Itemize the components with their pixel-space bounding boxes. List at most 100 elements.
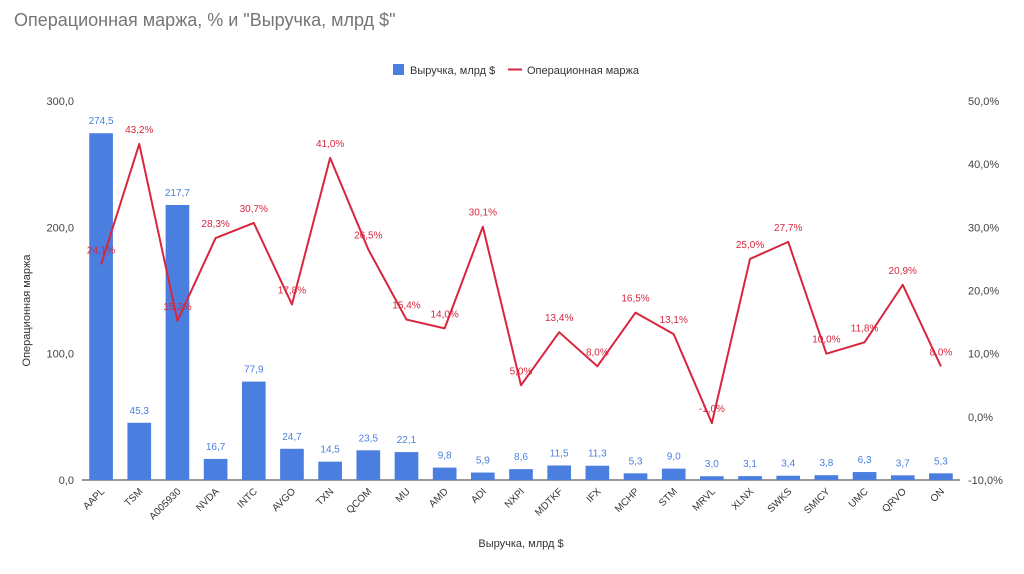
bar-value-label: 3,8	[819, 458, 833, 469]
y-left-tick-label: 300,0	[46, 96, 74, 108]
bar-adi	[470, 472, 495, 480]
y-right-tick-label: 0,0%	[968, 412, 993, 424]
y-axis-title: Операционная маржа	[21, 254, 33, 367]
line-value-label: 15,4%	[392, 301, 420, 312]
line-value-label: -1,0%	[699, 404, 725, 415]
y-right-tick-label: -10,0%	[968, 475, 1003, 487]
line-value-label: 30,1%	[469, 208, 497, 219]
line-value-label: 25,0%	[736, 240, 764, 251]
x-tick-label: MU	[394, 486, 413, 505]
bar-tsm	[127, 422, 152, 480]
line-value-label: 43,2%	[125, 125, 153, 136]
line-value-label: 13,4%	[545, 313, 573, 324]
legend-bar-label: Выручка, млрд $	[410, 65, 495, 77]
bar-value-label: 22,1	[397, 435, 417, 446]
x-tick-label: MCHP	[613, 486, 642, 515]
bar-on	[929, 473, 953, 480]
bar-value-label: 274,5	[89, 116, 114, 127]
y-right-tick-label: 40,0%	[968, 159, 999, 171]
bar-smicy	[814, 475, 839, 480]
bar-umc	[852, 472, 877, 480]
x-tick-label: NVDA	[194, 486, 222, 514]
x-tick-label: AAPL	[81, 486, 107, 512]
bar-mchp	[623, 473, 648, 480]
y-left-tick-label: 200,0	[46, 222, 74, 234]
bar-intc	[241, 381, 266, 480]
line-value-label: 15,2%	[163, 302, 191, 313]
bar-value-label: 3,0	[705, 459, 719, 470]
x-tick-label: UMC	[847, 486, 871, 510]
bar-value-label: 5,3	[629, 456, 643, 467]
bar-value-label: 5,9	[476, 456, 490, 467]
line-value-label: 24,1%	[87, 246, 115, 257]
x-axis-title: Выручка, млрд $	[478, 538, 563, 550]
bar-nxpi	[509, 469, 533, 480]
y-right-tick-label: 10,0%	[968, 349, 999, 361]
bar-value-label: 5,3	[934, 456, 948, 467]
bar-value-label: 3,4	[781, 459, 795, 470]
x-tick-label: MRVL	[691, 486, 719, 514]
bar-avgo	[280, 448, 304, 480]
x-tick-label: AVGO	[270, 486, 298, 514]
legend-line-label: Операционная маржа	[527, 65, 640, 77]
bar-value-label: 9,0	[667, 452, 681, 463]
line-value-label: 10,0%	[812, 335, 840, 346]
bar-qrvo	[890, 475, 915, 480]
x-tick-label: SWKS	[766, 486, 795, 515]
bar-txn	[318, 461, 342, 480]
bar-aapl	[89, 133, 113, 480]
chart-title: Операционная маржа, % и "Выручка, млрд $…	[14, 10, 396, 30]
bar-mdtkf	[547, 465, 572, 480]
x-tick-label: ADI	[469, 486, 489, 506]
x-tick-label: MDTKF	[533, 486, 565, 518]
x-tick-label: IFX	[585, 486, 604, 505]
bar-value-label: 8,6	[514, 452, 528, 463]
line-value-label: 26,5%	[354, 230, 382, 241]
bar-value-label: 3,7	[896, 458, 910, 469]
x-tick-label: QRVO	[880, 486, 909, 515]
bar-qcom	[356, 450, 381, 480]
line-value-label: 41,0%	[316, 139, 344, 150]
line-value-label: 8,0%	[930, 347, 953, 358]
bar-stm	[661, 468, 686, 480]
line-value-label: 14,0%	[430, 309, 458, 320]
x-tick-label: QCOM	[345, 486, 375, 516]
bar-amd	[432, 467, 457, 480]
line-value-label: 17,8%	[278, 285, 306, 296]
bar-value-label: 14,5	[320, 445, 340, 456]
x-tick-label: NXPI	[503, 486, 527, 510]
bar-value-label: 45,3	[130, 406, 150, 417]
x-tick-label: XLNX	[730, 486, 756, 512]
bar-value-label: 23,5	[359, 433, 379, 444]
y-right-tick-label: 30,0%	[968, 222, 999, 234]
y-left-tick-label: 100,0	[46, 349, 74, 361]
bar-value-label: 217,7	[165, 188, 190, 199]
bar-value-label: 11,3	[588, 449, 607, 460]
bar-swks	[776, 475, 801, 480]
margin-line	[100, 142, 942, 425]
line-value-label: 8,0%	[586, 347, 609, 358]
bar-value-label: 24,7	[282, 432, 302, 443]
line-value-label: 16,5%	[621, 294, 649, 305]
bar-value-label: 11,5	[550, 448, 569, 459]
bar-value-label: 6,3	[858, 455, 872, 466]
bar-xlnx	[738, 476, 762, 480]
x-tick-label: A005930	[147, 486, 183, 522]
line-value-label: 20,9%	[889, 266, 917, 277]
bar-mu	[394, 452, 419, 480]
bar-value-label: 3,1	[743, 459, 757, 470]
bar-ifx	[585, 465, 610, 480]
x-tick-label: TSM	[123, 486, 146, 509]
x-tick-label: ON	[929, 486, 947, 504]
bar-nvda	[203, 458, 228, 480]
line-value-label: 27,7%	[774, 223, 802, 234]
x-tick-label: AMD	[427, 486, 451, 510]
x-tick-label: TXN	[314, 486, 336, 508]
bar-a005930	[165, 204, 190, 480]
line-value-label: 30,7%	[240, 204, 268, 215]
legend-bar-swatch	[393, 64, 404, 75]
x-tick-label: SMICY	[802, 486, 832, 516]
line-value-label: 5,0%	[510, 366, 533, 377]
line-value-label: 28,3%	[201, 219, 229, 230]
